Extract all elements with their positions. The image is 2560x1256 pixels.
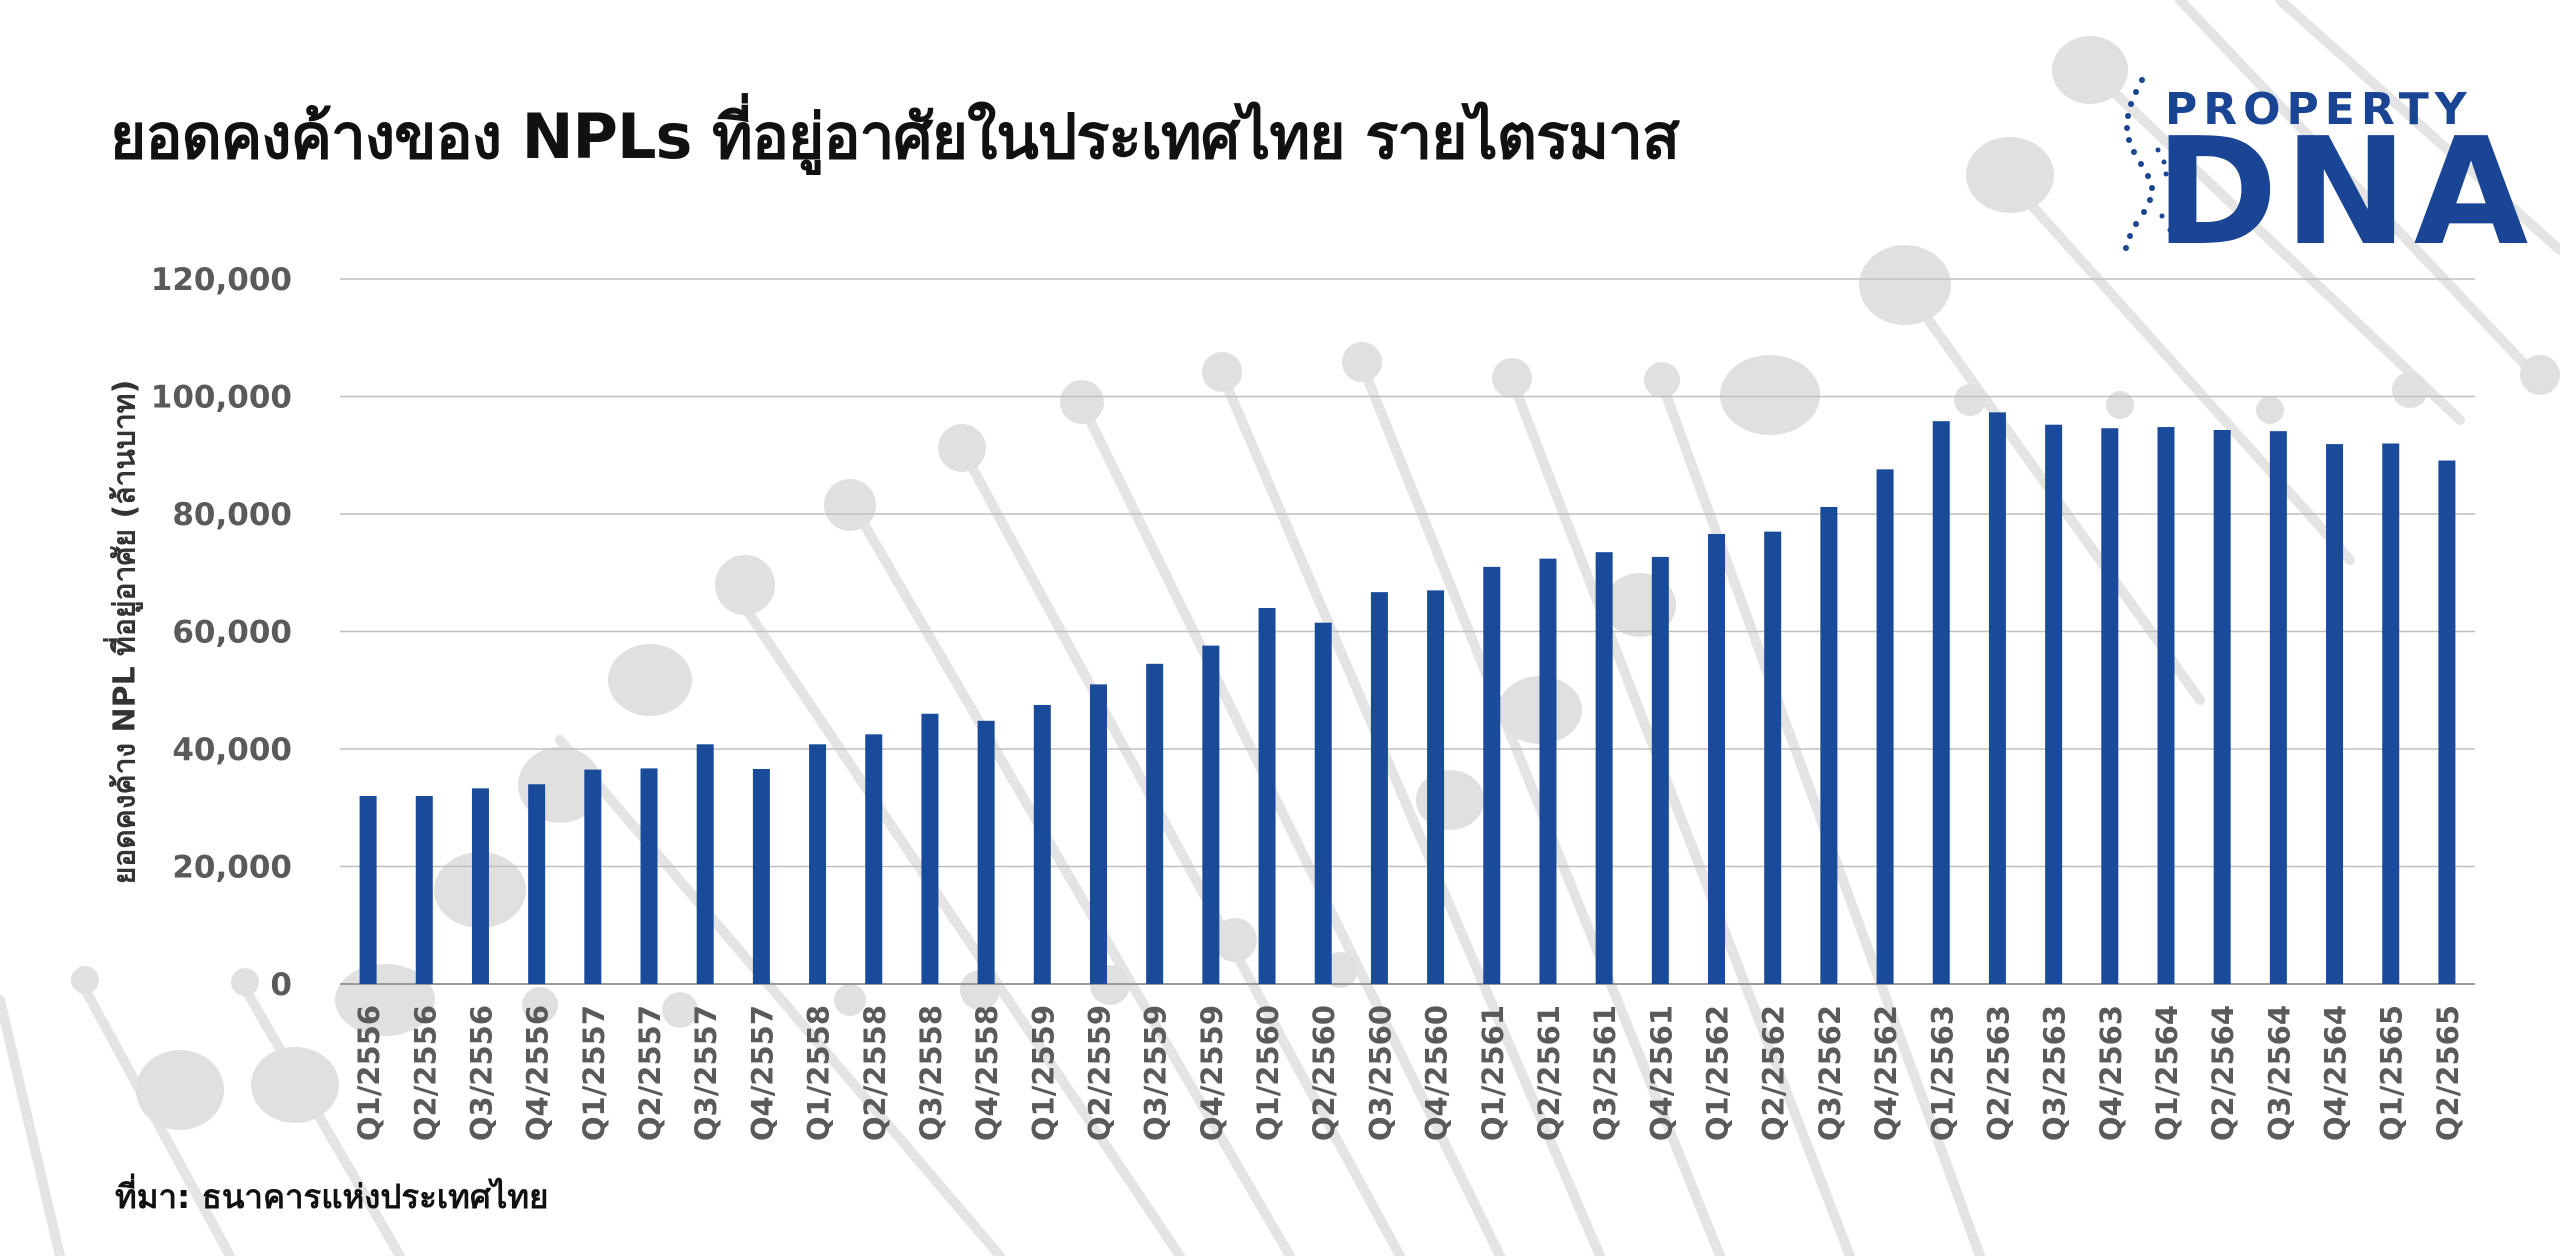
bar-q1-2560	[1258, 608, 1276, 984]
bar-q1-2561	[1483, 566, 1501, 984]
bar-q2-2565	[2438, 460, 2456, 985]
x-tick-label: Q1/2556	[352, 1005, 386, 1141]
bar-q3-2556	[471, 788, 489, 984]
x-tick-label: Q1/2562	[1701, 1005, 1735, 1141]
bar-q1-2558	[809, 744, 827, 984]
bar-q2-2558	[865, 734, 883, 984]
x-tick-label: Q2/2565	[2431, 1005, 2465, 1141]
bar-q4-2556	[528, 784, 546, 984]
bar-q4-2561	[1651, 556, 1669, 984]
bar-q2-2561	[1539, 558, 1557, 984]
bar-q3-2560	[1370, 592, 1388, 984]
property-dna-logo: PROPERTY DNA	[2100, 40, 2528, 270]
y-tick-label: 20,000	[172, 850, 292, 886]
dna-helix-icon	[2123, 77, 2173, 251]
bars	[359, 412, 2456, 985]
y-tick-label: 0	[270, 967, 292, 1003]
gridlines	[340, 278, 2475, 985]
chart-title: ยอดคงค้างของ NPLs ที่อยู่อาศัยในประเทศไท…	[110, 100, 1680, 173]
bar-q1-2564	[2157, 427, 2175, 984]
x-tick-label: Q1/2565	[2375, 1005, 2409, 1141]
source-note: ที่มา: ธนาคารแห่งประเทศไทย	[115, 1177, 549, 1216]
bar-q2-2563	[1988, 412, 2006, 984]
y-axis-ticks: 0 20,000 40,000 60,000 80,000 100,000 120,000	[151, 262, 292, 1003]
bar-q2-2564	[2213, 429, 2231, 984]
bar-q1-2557	[584, 769, 602, 984]
bar-q4-2560	[1427, 590, 1445, 984]
y-tick-label: 100,000	[151, 380, 292, 416]
y-tick-label: 40,000	[172, 732, 292, 768]
bar-q1-2559	[1033, 704, 1051, 984]
bar-q2-2562	[1764, 531, 1782, 984]
x-tick-label: Q1/2559	[1026, 1005, 1060, 1141]
x-tick-label: Q1/2558	[802, 1005, 836, 1141]
x-tick-label: Q1/2564	[2150, 1005, 2184, 1141]
x-tick-label: Q2/2556	[408, 1005, 442, 1141]
x-tick-label: Q4/2559	[1195, 1005, 1229, 1141]
x-tick-label: Q1/2557	[577, 1005, 611, 1141]
bar-q4-2558	[977, 720, 995, 984]
x-tick-label: Q3/2564	[2262, 1005, 2296, 1141]
x-tick-label: Q1/2563	[1925, 1005, 1959, 1141]
bar-q4-2559	[1202, 645, 1220, 984]
x-tick-label: Q4/2556	[521, 1005, 555, 1141]
x-tick-label: Q4/2563	[2094, 1005, 2128, 1141]
bar-q3-2559	[1146, 663, 1164, 984]
x-tick-label: Q3/2556	[464, 1005, 498, 1141]
x-axis-ticks: Q1/2556 Q2/2556 Q3/2556 Q4/2556 Q1/2557 Q2/25…	[352, 1005, 2465, 1141]
bar-q2-2556	[415, 796, 433, 984]
x-tick-label: Q4/2564	[2319, 1005, 2353, 1141]
x-tick-label: Q4/2560	[1420, 1005, 1454, 1141]
x-tick-label: Q2/2564	[2206, 1005, 2240, 1141]
y-tick-label: 60,000	[172, 615, 292, 651]
bar-q4-2562	[1876, 469, 1894, 985]
y-tick-label: 120,000	[151, 262, 292, 298]
x-tick-label: Q4/2562	[1869, 1005, 1903, 1141]
x-tick-label: Q4/2558	[970, 1005, 1004, 1141]
x-tick-label: Q2/2563	[1981, 1005, 2015, 1141]
bar-q3-2564	[2269, 431, 2287, 985]
y-tick-label: 80,000	[172, 497, 292, 533]
bar-q3-2557	[696, 744, 714, 984]
x-tick-label: Q2/2561	[1532, 1005, 1566, 1141]
bar-q2-2560	[1314, 622, 1332, 984]
x-tick-label: Q4/2561	[1644, 1005, 1678, 1141]
bar-q1-2565	[2382, 443, 2400, 984]
logo-word-dna: DNA	[2155, 106, 2535, 278]
x-tick-label: Q1/2561	[1476, 1005, 1510, 1141]
x-tick-label: Q3/2560	[1363, 1005, 1397, 1141]
x-tick-label: Q3/2561	[1588, 1005, 1622, 1141]
bar-q4-2557	[752, 768, 770, 984]
bar-q3-2561	[1595, 552, 1613, 984]
x-tick-label: Q3/2563	[2038, 1005, 2072, 1141]
x-tick-label: Q3/2562	[1813, 1005, 1847, 1141]
bar-q3-2558	[921, 713, 939, 984]
x-tick-label: Q2/2558	[858, 1005, 892, 1141]
bar-q1-2562	[1708, 533, 1726, 984]
x-tick-label: Q3/2558	[914, 1005, 948, 1141]
logo-word-property: PROPERTY	[2165, 84, 2473, 135]
x-tick-label: Q1/2560	[1251, 1005, 1285, 1141]
bar-q4-2563	[2101, 428, 2119, 985]
bar-q2-2559	[1089, 684, 1107, 984]
x-tick-label: Q2/2560	[1307, 1005, 1341, 1141]
bar-q1-2563	[1932, 421, 1950, 984]
x-tick-label: Q4/2557	[745, 1005, 779, 1141]
bar-q4-2564	[2326, 444, 2344, 984]
x-tick-label: Q2/2557	[633, 1005, 667, 1141]
bar-q3-2562	[1820, 506, 1838, 984]
x-tick-label: Q2/2559	[1082, 1005, 1116, 1141]
x-tick-label: Q2/2562	[1757, 1005, 1791, 1141]
x-tick-label: Q3/2559	[1139, 1005, 1173, 1141]
bar-q1-2556	[359, 796, 377, 984]
bar-q3-2563	[2045, 424, 2063, 984]
bar-q2-2557	[640, 768, 658, 984]
x-tick-label: Q3/2557	[689, 1005, 723, 1141]
